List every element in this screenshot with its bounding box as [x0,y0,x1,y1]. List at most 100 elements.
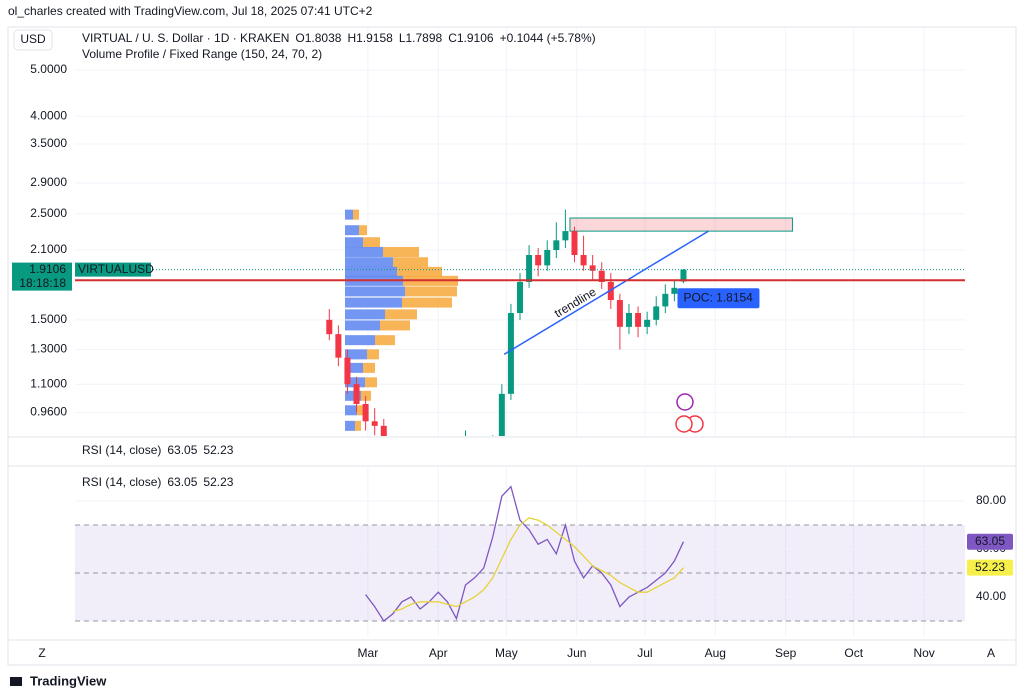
candle-body [662,293,669,307]
volume-up [345,349,367,360]
y-tick-label: 1.1000 [30,376,67,390]
volume-up [345,405,357,416]
x-tick-label: Jun [567,646,586,660]
change: +0.1044 (+5.78%) [500,31,596,45]
auto-button[interactable]: A [987,646,995,660]
volume-down [367,349,379,360]
volume-down [363,237,380,248]
volume-up [345,225,359,236]
ohlc-label: L [399,31,406,45]
candle-body [671,287,678,294]
candle-body [507,313,514,394]
candle-body [326,319,333,335]
candle-body [680,269,687,282]
candle-body [544,249,551,266]
volume-down [405,286,457,297]
x-tick-label: Mar [358,646,379,660]
volume-up [345,420,355,431]
candle-body [517,281,523,314]
rsi-legend-value: 63.05 [167,475,197,489]
rsi-line [365,485,685,622]
volume-down [402,297,452,308]
rsi-line [392,517,684,613]
zoom-button[interactable]: Z [38,646,45,660]
brand-name: TradingView [30,673,107,688]
candle-body [390,445,396,464]
x-tick-label: Jul [637,646,652,660]
candle-body [635,313,642,327]
volume-up [345,309,385,320]
candle-body [553,240,560,250]
y-tick-label: 5.0000 [30,62,67,76]
rsi-legend-value: 63.05 [167,443,197,457]
ma-value-tag-text: 52.23 [975,560,1005,574]
attribution: ol_charles created with TradingView.com,… [8,4,373,18]
candle-body [526,254,533,282]
price-tag-countdown: 18:18:18 [19,276,66,290]
candle-body [444,493,450,503]
x-tick-label: May [495,646,518,660]
indicator-label: Volume Profile / Fixed Range (150, 24, 7… [82,47,322,61]
candle-body [571,231,578,255]
volume-up [345,390,361,401]
volume-up [345,297,402,308]
volume-down [397,266,442,277]
candle-body [653,306,660,320]
candle-body [481,450,487,461]
currency[interactable]: USD [20,32,46,46]
volume-up [345,362,363,373]
candle-body [380,425,387,436]
candle-body [616,300,623,327]
ma-legend-value: 52.23 [203,443,233,457]
volume-down [355,420,361,431]
candle-body [625,313,632,327]
x-tick-label: Apr [429,646,448,660]
rsi-value-tag-text: 63.05 [975,534,1005,548]
rsi-value-tag [967,533,1013,550]
volume-down [375,335,395,346]
ohlc-value: 1.7898 [406,31,443,45]
y-tick-label: 2.1000 [30,242,67,256]
candle-body [607,281,614,301]
volume-down [393,257,428,268]
y-tick-label: 1.5000 [30,312,67,326]
volume-up [345,257,393,268]
volume-up [345,209,353,220]
rsi-pane [75,485,965,622]
y-tick-label: 3.5000 [30,136,67,150]
candle-body [580,254,587,266]
price-tag-value: 1.9106 [29,262,66,276]
trendline [503,230,709,356]
candle-body [644,319,651,327]
candle-body [353,384,360,404]
trendline-label: trendline [552,284,599,320]
price-pane: trendline [75,209,965,503]
candle-body [362,403,369,422]
candle-body [598,270,605,282]
volume-down [357,405,365,416]
ohlc-value: 1.9158 [356,31,393,45]
y-tick-label: 0.9600 [30,405,67,419]
ohlc-value: 1.9106 [457,31,494,45]
y-tick-label: 2.5000 [30,206,67,220]
y-tick-label: 40.00 [976,589,1006,603]
currency-button[interactable] [13,29,53,51]
symbol-tag-text: VIRTUALUSD [78,262,154,276]
ma-legend-value: 52.23 [203,475,233,489]
symbol-tag [75,262,151,277]
volume-up [345,286,405,297]
rsi-legend-title: RSI (14, close) [82,475,161,489]
volume-down [353,209,359,220]
price-tag [12,262,72,291]
rsi-legend-title: RSI (14, close) [82,443,161,457]
x-tick-label: Sep [775,646,797,660]
candle-body [562,231,569,241]
volume-up [345,335,375,346]
x-tick-label: Aug [705,646,726,660]
ohlc-label: H [347,31,356,45]
x-tick-label: Nov [913,646,934,660]
volume-down [359,225,367,236]
candle-body [408,478,414,484]
volume-down [365,377,377,388]
y-tick-label: 1.3000 [30,342,67,356]
